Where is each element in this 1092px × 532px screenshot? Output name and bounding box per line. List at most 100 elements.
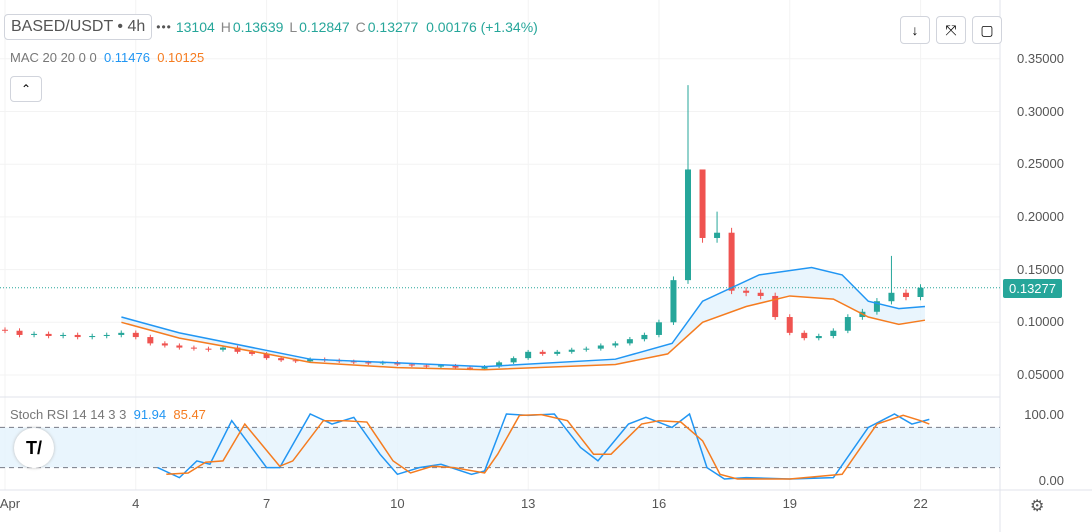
candle-body [190,347,197,349]
current-price-tag: 0.13277 [1003,278,1062,298]
price-axis-label: 0.25000 [1017,156,1064,172]
candle-body [60,334,67,337]
time-axis-label: 4 [132,496,140,511]
candle-body [539,351,546,354]
high-value: 0.13639 [232,19,284,35]
candle-body [437,365,444,367]
candle-body [873,301,880,312]
time-axis-label: 19 [782,496,798,511]
candle-body [45,333,52,337]
legend-header: BASED/USDT • 4h ••• 13104 H 0.13639 L 0.12… [4,14,538,40]
candle-body [132,332,139,338]
collapse-legend-button[interactable]: ⌃ [10,76,42,102]
candle-body [786,317,793,333]
price-axis-label: 0.20000 [1017,208,1064,224]
stoch-band [0,427,1000,468]
candle-body [278,358,285,361]
candle-body [350,361,357,363]
candle-body [481,366,488,369]
candle-body [31,333,38,335]
mac-upper-line [121,266,926,368]
settings-gear-icon[interactable]: ⚙ [1030,498,1045,515]
time-axis-label: 13 [520,496,536,511]
stoch-d: 85.47 [173,407,206,422]
close-label: C [355,19,366,35]
time-axis-label: 10 [390,496,405,511]
candle-body [467,367,474,369]
candle-body [234,347,241,352]
candle-body [263,353,270,359]
candle-body [757,292,764,296]
mac-upper: 0.11476 [103,50,150,65]
candle-body [16,330,23,335]
stoch-d-line [166,413,930,480]
candle-body [728,232,735,291]
time-axis-label: 7 [262,496,271,511]
candle-body [205,348,212,350]
candle-body [423,365,430,367]
mac-lower: 0.10125 [157,50,205,65]
candle-body [815,336,822,339]
candle-body [452,365,459,368]
candle-body [684,169,691,281]
candle-body [699,169,706,238]
candle-body [408,364,415,366]
candle-body [670,280,677,323]
candle-body [830,330,837,337]
candle-body [801,332,808,339]
stoch-legend: Stoch RSI 14 14 3 3 91.94 85.47 [10,407,206,422]
candle-body [772,295,779,318]
candle-body [118,332,125,335]
candle-body [743,290,750,293]
more-icon[interactable]: ••• [156,20,172,34]
change-value: 0.00176 (+1.34%) [426,19,538,35]
candle-body [89,336,96,338]
high-label: H [220,19,231,35]
candle-body [917,287,924,298]
mac-legend: MAC 20 20 0 0 0.11476 0.10125 [10,50,204,65]
low-value: 0.12847 [299,19,350,35]
candle-body [103,334,110,337]
candle-body [554,351,561,354]
stoch-k: 91.94 [133,407,167,422]
candle-body [844,317,851,331]
fit-button[interactable]: ⤧ [936,16,966,44]
price-axis-label: 0.05000 [1017,367,1064,382]
price-axis-label: 0.35000 [1017,50,1064,66]
candle-body [147,337,154,344]
stoch-axis-0: 0.00 [1038,473,1064,488]
candle-body [176,345,183,348]
stoch-label: Stoch RSI 14 14 3 3 [10,407,127,422]
fullscreen-button[interactable]: ▢ [972,16,1002,44]
candle-body [714,232,721,238]
symbol-button[interactable]: BASED/USDT • 4h [4,14,153,40]
tradingview-logo[interactable]: T/ [14,428,54,468]
candle-body [510,358,517,363]
candle-body [612,343,619,346]
close-value: 0.13277 [367,19,419,35]
time-axis-label: 16 [651,496,667,511]
candle-body [496,362,503,367]
candle-body [219,347,226,350]
open-value: 13104 [175,19,215,35]
candle-body [525,351,532,359]
price-axis-label: 0.30000 [1017,103,1064,119]
candle-body [583,348,590,350]
candle-body [307,359,314,362]
candle-body [568,349,575,352]
mac-lower-line [121,295,926,371]
candle-body [161,343,168,346]
stoch-axis-100: 100.00 [1024,407,1064,422]
candle-body [249,351,256,354]
candle-body [597,345,604,349]
price-axis-label: 0.15000 [1017,261,1064,277]
low-label: L [289,19,298,35]
candle-body [655,322,662,335]
price-axis-label: 0.10000 [1017,314,1064,330]
scroll-down-button[interactable]: ↓ [900,16,930,44]
candle-body [888,292,895,302]
mac-label: MAC 20 20 0 0 [10,50,97,65]
candle-body [902,292,909,298]
candle-body [641,334,648,340]
